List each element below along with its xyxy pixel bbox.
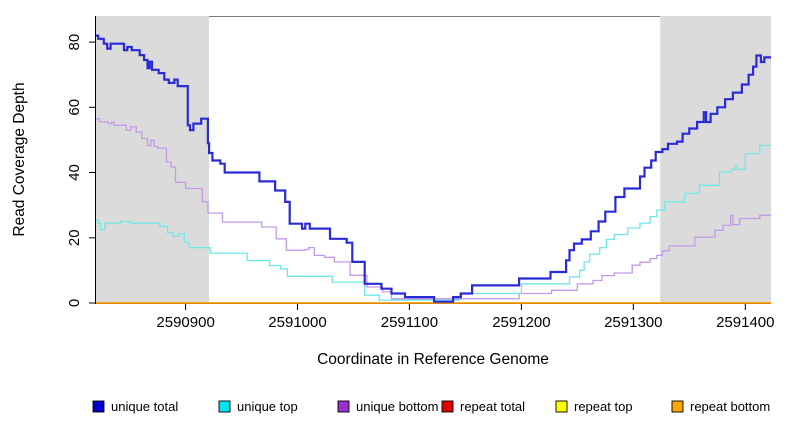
legend-swatch-unique-bottom [337,400,350,413]
axes-layer: 0 20 40 60 80 2590900 2591000 2591100 2591200 259… [66,16,775,331]
legend-item-unique-top: unique top [218,399,298,414]
y-tick-label: 0 [66,299,83,307]
legend-swatch-repeat-bottom [671,400,684,413]
y-tick-label: 60 [66,99,83,116]
right-repeat-region-shading [660,16,771,303]
legend-label-repeat-top: repeat top [574,399,633,414]
legend-item-unique-bottom: unique bottom [337,399,438,414]
x-tick-label: 2591200 [492,314,550,331]
series-line-unique-top [96,144,771,301]
x-tick-label: 2590900 [156,314,214,331]
left-repeat-region-shading [96,16,210,303]
legend-swatch-repeat-total [441,400,454,413]
legend-swatch-unique-total [92,400,105,413]
legend-swatch-unique-top [218,400,231,413]
x-tick-label: 2591100 [381,314,438,331]
y-tick-label: 80 [66,34,83,51]
legend-label-unique-bottom: unique bottom [356,399,438,414]
legend-item-unique-total: unique total [92,399,178,414]
legend-label-repeat-bottom: repeat bottom [690,399,770,414]
x-tick-label: 2591400 [716,314,774,331]
legend: unique total unique top unique bottom repea… [92,399,770,414]
x-tick-label: 2591300 [604,314,662,331]
legend-label-unique-total: unique total [111,399,178,414]
y-tick-label: 40 [66,164,83,181]
legend-item-repeat-total: repeat total [441,399,525,414]
legend-label-repeat-total: repeat total [460,399,525,414]
y-tick-label: 20 [66,229,83,246]
series-line-unique-total [96,34,771,303]
y-axis-title: Read Coverage Depth [11,82,28,236]
legend-item-repeat-top: repeat top [555,399,633,414]
legend-label-unique-top: unique top [237,399,298,414]
series-layer [96,34,771,304]
legend-item-repeat-bottom: repeat bottom [671,399,770,414]
plot-background-layer [96,16,771,303]
x-tick-label: 2591000 [268,314,326,331]
series-line-unique-bottom [96,118,771,300]
legend-swatch-repeat-top [555,400,568,413]
x-axis-title: Coordinate in Reference Genome [317,351,549,368]
